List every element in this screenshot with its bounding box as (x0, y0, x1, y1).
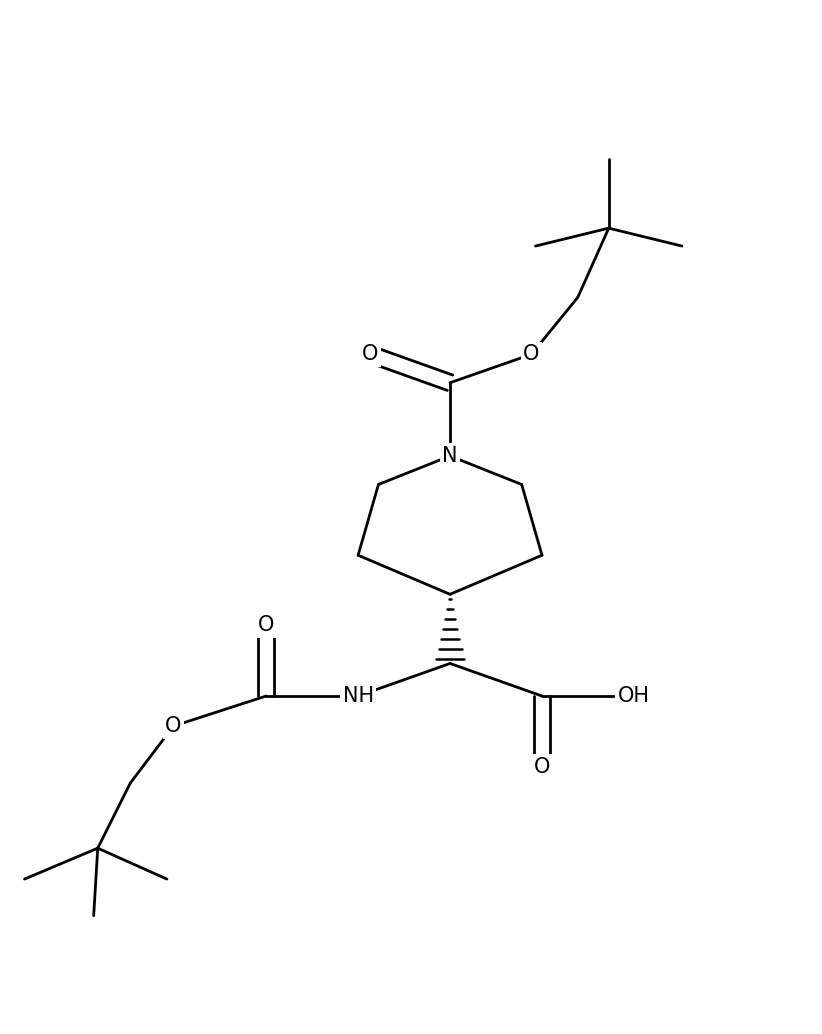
Text: O: O (165, 717, 182, 736)
Text: O: O (524, 344, 539, 364)
Text: O: O (533, 757, 550, 777)
Text: O: O (363, 344, 378, 364)
Text: NH: NH (343, 686, 374, 706)
Text: OH: OH (618, 686, 650, 706)
Text: N: N (442, 446, 458, 466)
Text: O: O (258, 615, 275, 635)
